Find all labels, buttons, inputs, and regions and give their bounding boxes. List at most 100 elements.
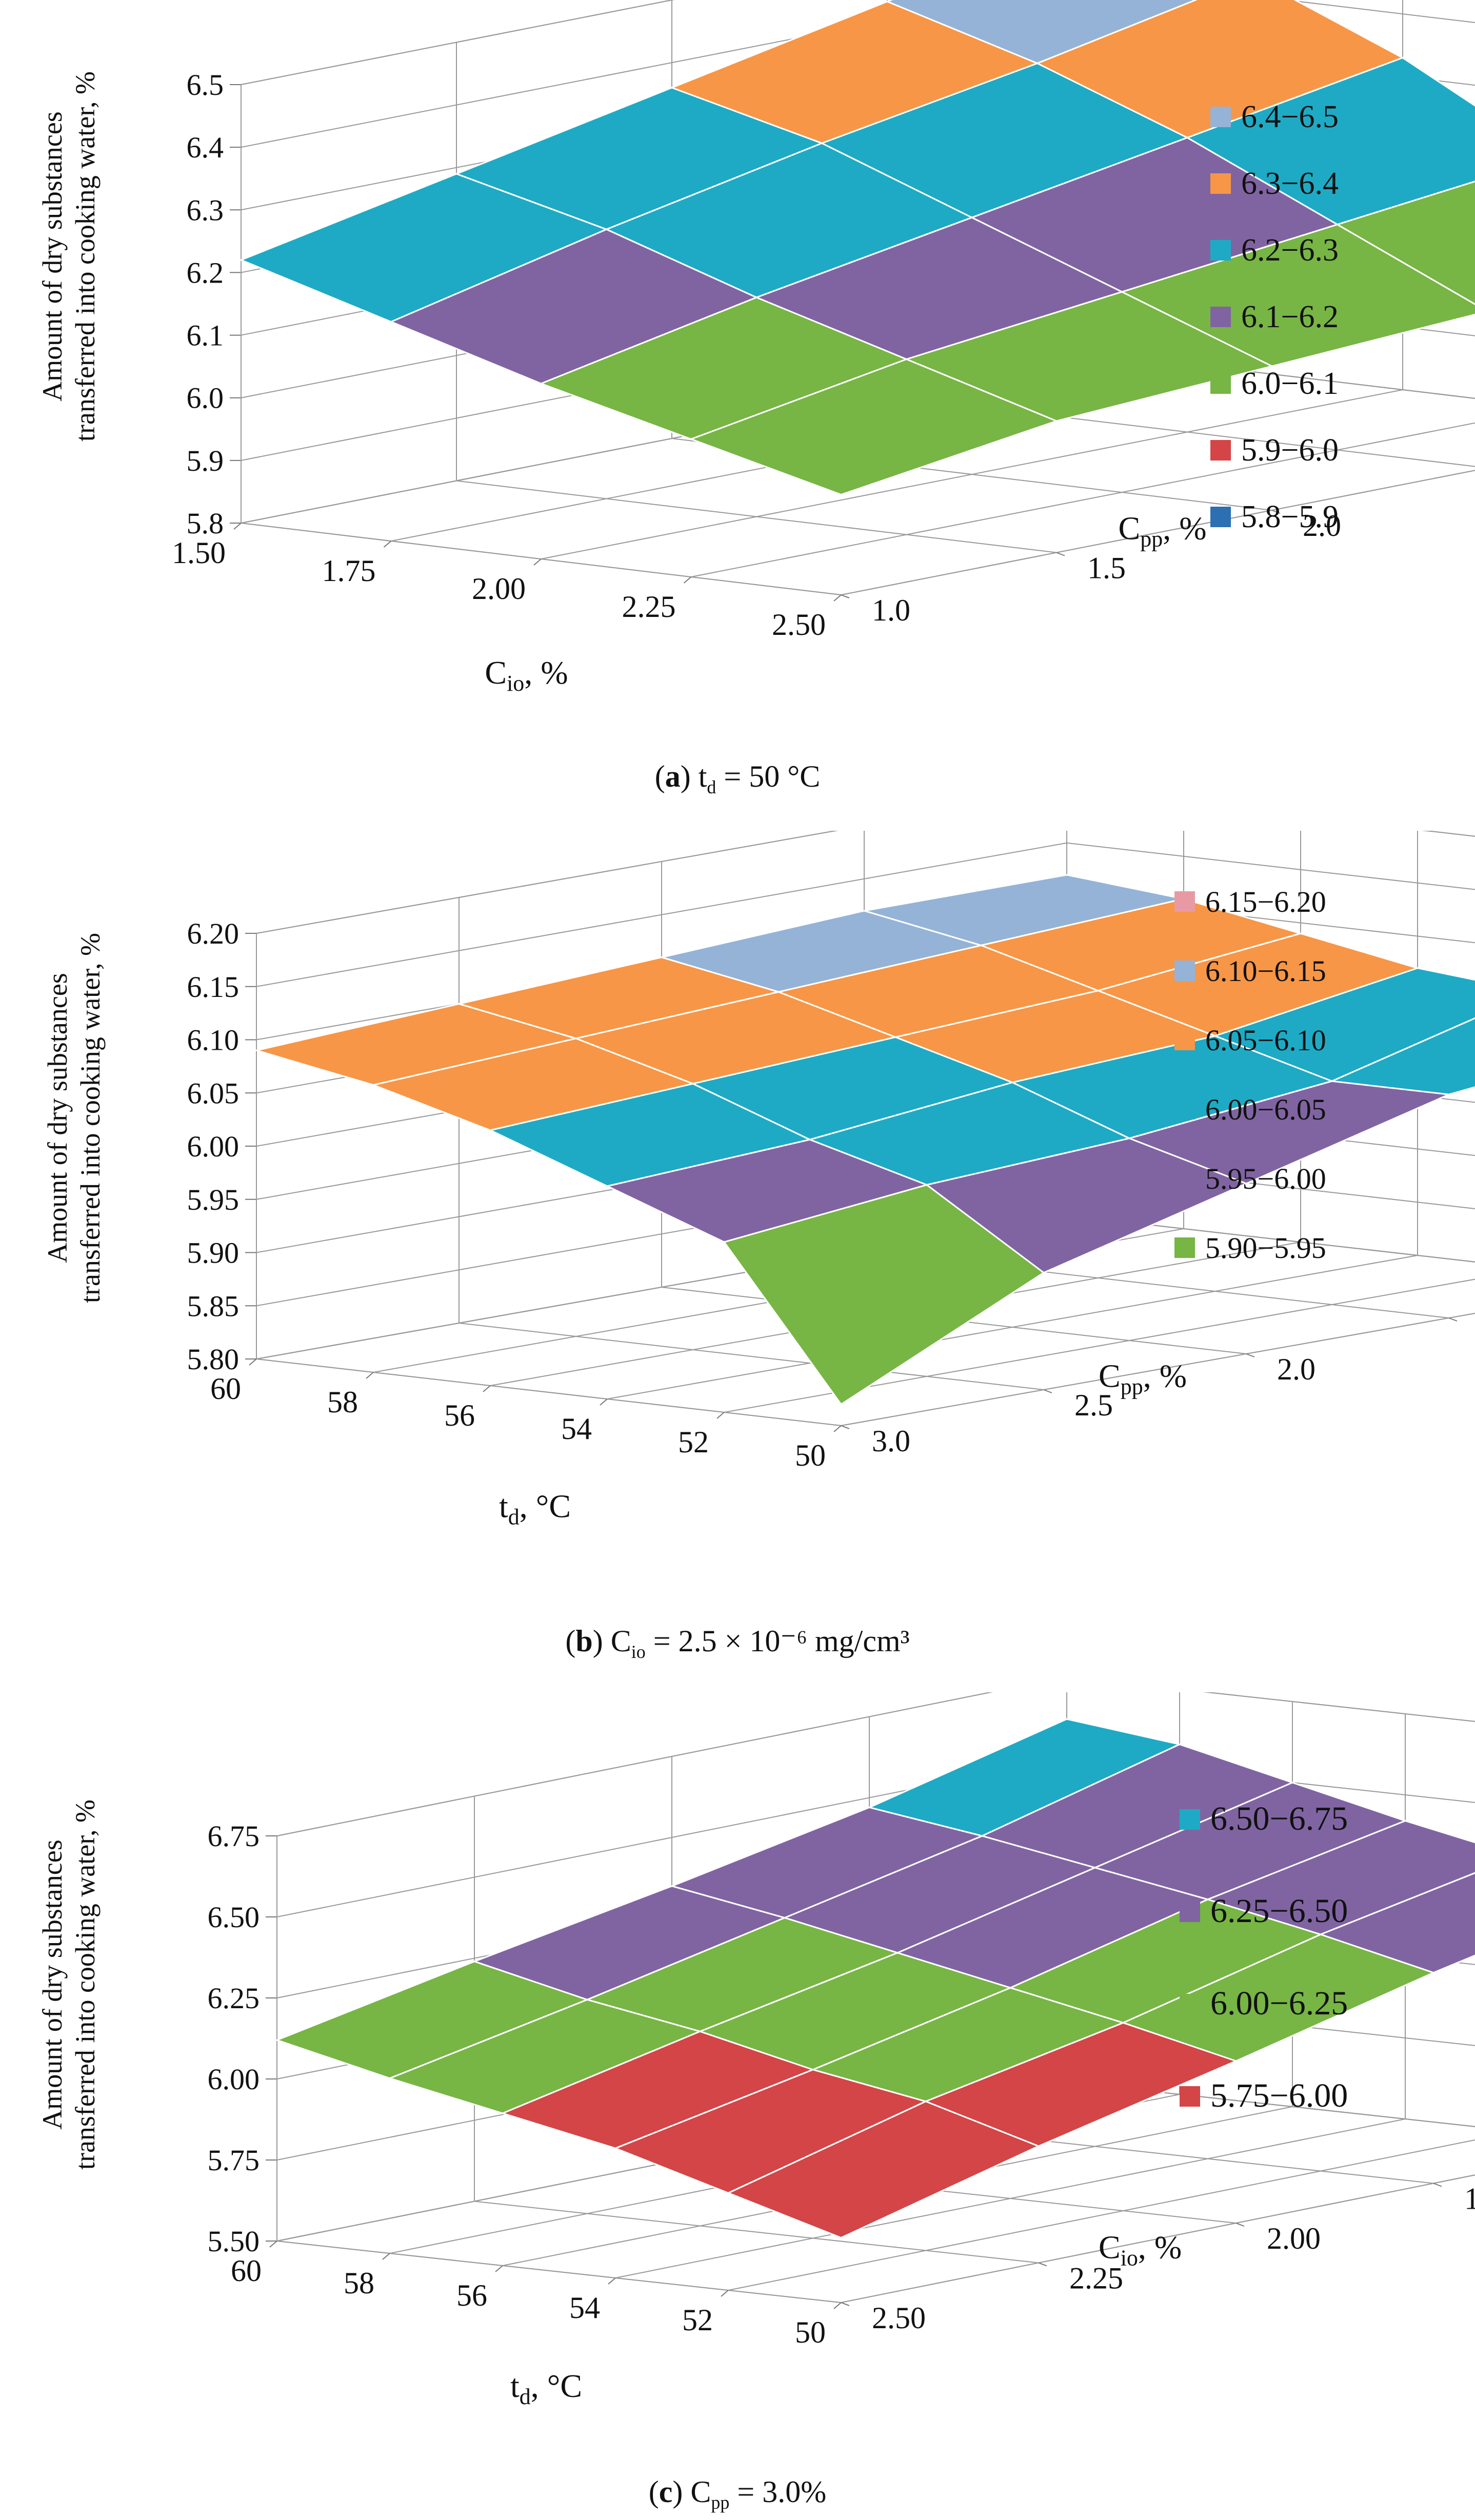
x-tick-mark bbox=[533, 558, 542, 566]
legend-swatch bbox=[1174, 1030, 1195, 1050]
x-tick-mark bbox=[721, 2290, 729, 2297]
x-tick-mark bbox=[600, 1398, 608, 1406]
x-axis-unit: , % bbox=[524, 654, 568, 691]
z-tick-mark bbox=[1043, 1389, 1052, 1393]
legend-swatch bbox=[1210, 507, 1231, 527]
x-tick-label: 50 bbox=[795, 1438, 826, 1472]
x-axis-sub: d bbox=[520, 2384, 531, 2409]
legend-label: 5.95−6.00 bbox=[1205, 1162, 1326, 1195]
legend-label: 6.1−6.2 bbox=[1241, 299, 1339, 334]
x-tick-mark bbox=[383, 541, 392, 548]
x-tick-mark bbox=[366, 1372, 374, 1379]
legend-swatch bbox=[1180, 2086, 1200, 2107]
x-axis-title: Cio, % bbox=[485, 654, 568, 696]
chart-b-svg: 5.80 5.85 5.90 5.95 6.00 6.05 6.10 6.15 6.20 60 58… bbox=[42, 831, 1475, 1530]
z-tick-mark bbox=[841, 594, 850, 598]
x-axis-unit: , °C bbox=[520, 1488, 571, 1525]
caption-c-var: C bbox=[690, 2475, 711, 2509]
z-tick-mark bbox=[841, 1425, 850, 1429]
surface-group bbox=[255, 874, 1475, 1405]
legend: 6.15−6.20 6.10−6.15 6.05−6.10 6.00−6.05 5.95… bbox=[1174, 885, 1326, 1265]
y-tick-label: 6.4 bbox=[187, 131, 224, 164]
caption-b-letter: b bbox=[575, 1624, 593, 1658]
y-axis-title: Amount of dry substancestransferred into… bbox=[42, 933, 106, 1303]
legend-swatch bbox=[1210, 440, 1231, 461]
z-tick-mark bbox=[1056, 552, 1065, 556]
tick-group: 1.501.752.002.252.501.01.52.02.53.0 bbox=[172, 509, 1341, 642]
y-tick-label: 5.50 bbox=[208, 2225, 260, 2258]
x-tick-label: 56 bbox=[444, 1398, 475, 1432]
z-axis-sub: pp bbox=[1121, 1374, 1143, 1399]
caption-a-letter: a bbox=[665, 759, 681, 793]
z-tick-label: 1.0 bbox=[872, 593, 910, 627]
x-tick-label: 54 bbox=[569, 2291, 600, 2325]
z-axis-name: C bbox=[1099, 2229, 1121, 2266]
floor-grid bbox=[456, 480, 1057, 553]
x-tick-label: 60 bbox=[231, 2254, 262, 2288]
legend-label: 6.10−6.15 bbox=[1205, 954, 1326, 988]
x-tick-label: 60 bbox=[210, 1372, 241, 1406]
z-tick-label: 1.75 bbox=[1464, 2182, 1475, 2216]
x-tick-label: 50 bbox=[795, 2315, 826, 2349]
y-axis-title-line2: transferred into cooking water, % bbox=[70, 1799, 101, 2170]
floor-grid bbox=[276, 2241, 842, 2303]
legend-swatch bbox=[1174, 1099, 1195, 1119]
z-axis-name: C bbox=[1119, 510, 1141, 547]
legend-label: 6.05−6.10 bbox=[1205, 1024, 1326, 1057]
x-tick-mark bbox=[249, 1358, 257, 1366]
surface-cell bbox=[727, 2101, 1040, 2239]
x-tick-mark bbox=[233, 523, 242, 530]
z-axis-title: Cpp, % bbox=[1119, 510, 1207, 552]
y-tick-label: 6.20 bbox=[187, 917, 240, 950]
x-tick-mark bbox=[483, 1385, 491, 1392]
x-axis-name: t bbox=[510, 2368, 520, 2404]
x-tick-mark bbox=[608, 2277, 616, 2285]
legend-swatch bbox=[1210, 107, 1231, 127]
legend-swatch bbox=[1174, 1237, 1195, 1258]
x-axis-title: td, °C bbox=[510, 2368, 582, 2409]
caption-c-letter: c bbox=[659, 2475, 673, 2509]
legend-swatch bbox=[1180, 1994, 1200, 2014]
x-tick-label: 2.25 bbox=[622, 590, 676, 624]
y-tick-label: 6.15 bbox=[187, 970, 240, 1004]
y-tick-label: 5.90 bbox=[187, 1236, 240, 1270]
caption-a-rest: = 50 °C bbox=[716, 759, 821, 793]
y-axis-title-line2: transferred into cooking water, % bbox=[70, 71, 101, 442]
x-axis-sub: d bbox=[508, 1505, 520, 1530]
legend: 6.4−6.5 6.3−6.4 6.2−6.3 6.1−6.2 6.0−6.1 5.9−6… bbox=[1210, 99, 1339, 534]
legend-label: 6.4−6.5 bbox=[1241, 99, 1339, 134]
y-tick-label: 5.9 bbox=[187, 444, 224, 477]
legend-swatch bbox=[1174, 961, 1195, 981]
surface-group bbox=[240, 0, 1475, 496]
caption-b-rest: = 2.5 × 10⁻⁶ mg/cm³ bbox=[645, 1624, 910, 1658]
legend-swatch bbox=[1174, 1168, 1195, 1189]
z-tick-label: 2.25 bbox=[1069, 2262, 1123, 2295]
x-tick-mark bbox=[683, 576, 692, 584]
x-tick-mark bbox=[495, 2265, 503, 2272]
caption-a-sub: d bbox=[707, 777, 716, 797]
legend-label: 5.9−6.0 bbox=[1241, 433, 1339, 468]
legend-swatch bbox=[1210, 307, 1231, 327]
y-axis-title: Amount of dry substancestransferred into… bbox=[37, 71, 101, 442]
y-tick-label: 6.1 bbox=[187, 319, 224, 352]
legend-swatch bbox=[1210, 373, 1231, 394]
legend-swatch bbox=[1174, 891, 1195, 912]
z-tick-mark bbox=[1038, 2262, 1047, 2267]
legend-label: 6.2−6.3 bbox=[1241, 233, 1339, 268]
x-axis-sub: io bbox=[507, 671, 524, 696]
x-tick-mark bbox=[269, 2241, 277, 2248]
x-axis-name: t bbox=[499, 1488, 508, 1525]
y-axis-title-line1: Amount of dry substances bbox=[37, 1839, 68, 2129]
x-tick-mark bbox=[833, 594, 842, 602]
x-axis-unit: , °C bbox=[531, 2368, 582, 2404]
x-tick-label: 1.75 bbox=[322, 554, 376, 588]
x-tick-mark bbox=[833, 1425, 842, 1432]
z-tick-mark bbox=[1433, 2183, 1442, 2187]
legend-label: 5.8−5.9 bbox=[1241, 499, 1339, 534]
y-tick-label: 6.25 bbox=[208, 1982, 260, 2015]
legend-label: 6.3−6.4 bbox=[1241, 166, 1339, 201]
x-tick-mark bbox=[833, 2302, 842, 2309]
z-axis-unit: , % bbox=[1138, 2229, 1182, 2266]
z-tick-label: 2.50 bbox=[872, 2301, 926, 2335]
